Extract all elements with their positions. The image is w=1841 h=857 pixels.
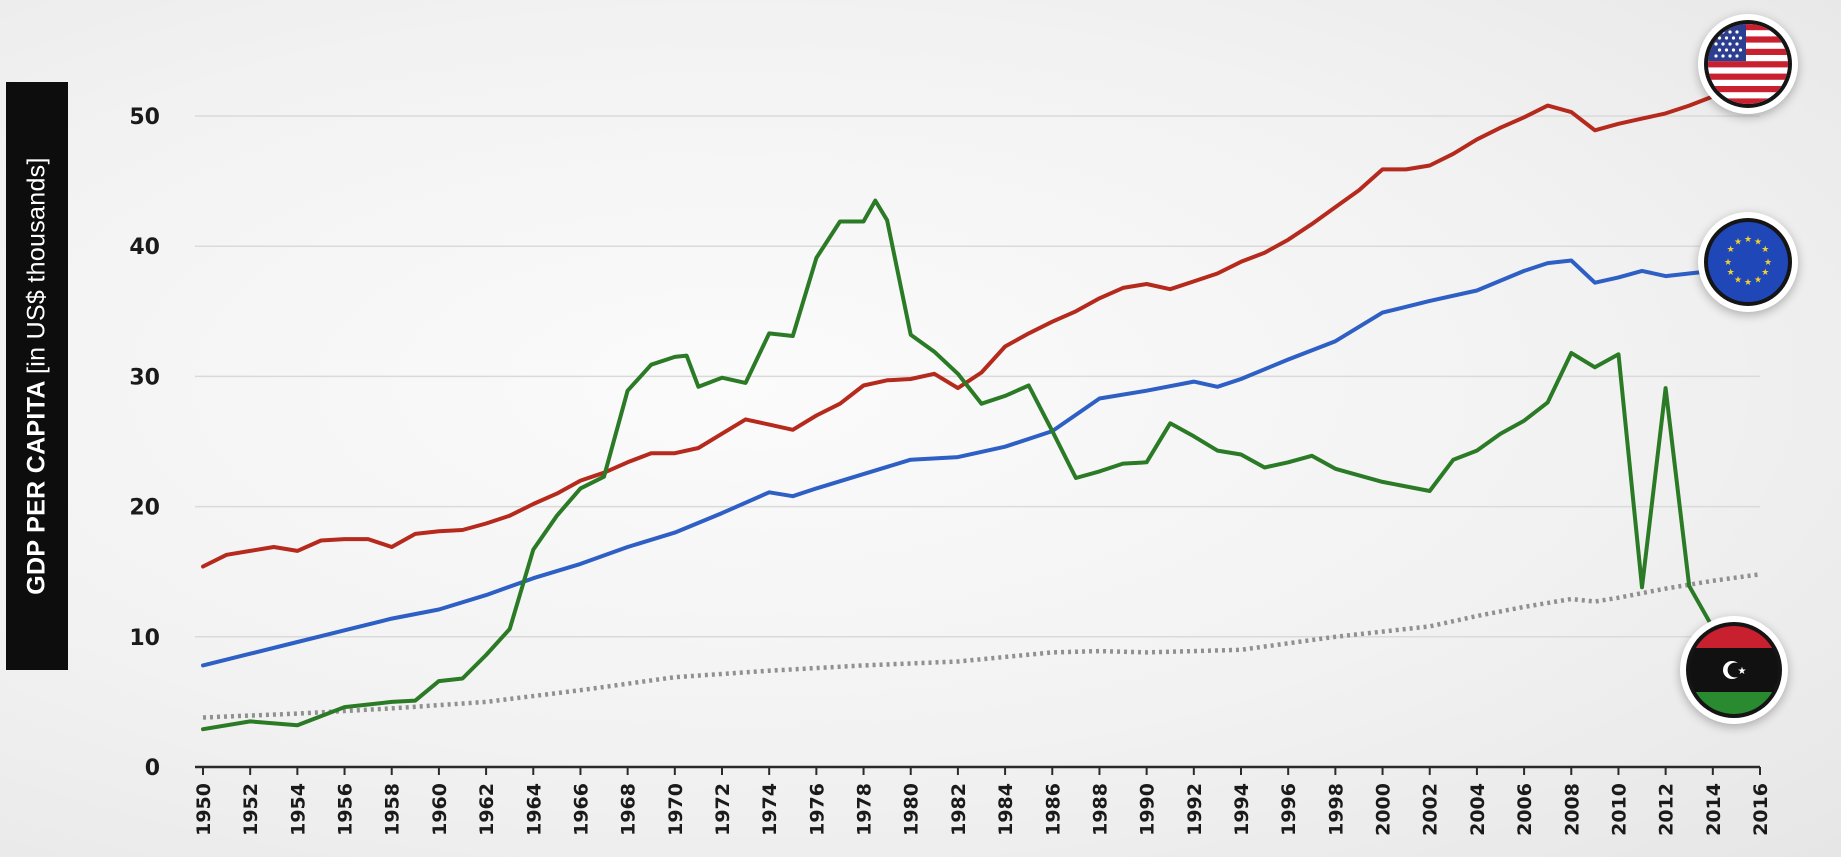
svg-text:★: ★ bbox=[1744, 278, 1752, 288]
svg-text:★: ★ bbox=[1761, 245, 1769, 255]
x-tick-label-1950: 1950 bbox=[193, 783, 215, 836]
svg-text:★: ★ bbox=[1761, 268, 1769, 278]
series-line-usa bbox=[201, 94, 1715, 569]
x-tick-label-2012: 2012 bbox=[1656, 783, 1678, 836]
series-line-libya bbox=[201, 198, 1715, 732]
svg-text:★: ★ bbox=[1734, 275, 1742, 285]
x-tick-label-1982: 1982 bbox=[948, 783, 970, 836]
svg-text:★: ★ bbox=[1727, 245, 1735, 255]
x-tick-label-1958: 1958 bbox=[382, 783, 404, 836]
x-tick-label-2016: 2016 bbox=[1750, 783, 1772, 836]
libya-flag-icon: ★ bbox=[1680, 616, 1788, 724]
y-tick-label-30: 30 bbox=[129, 365, 160, 390]
x-tick-label-2008: 2008 bbox=[1561, 783, 1583, 836]
y-tick-label-20: 20 bbox=[129, 496, 160, 521]
x-tick-label-1984: 1984 bbox=[995, 783, 1017, 836]
x-tick-label-2000: 2000 bbox=[1373, 783, 1395, 836]
y-tick-label-50: 50 bbox=[129, 105, 160, 130]
series-line-world bbox=[202, 572, 1761, 720]
x-tick-label-1954: 1954 bbox=[287, 783, 309, 836]
series-line-eu bbox=[201, 258, 1739, 668]
svg-text:★: ★ bbox=[1744, 235, 1752, 245]
x-tick-label-1978: 1978 bbox=[854, 783, 876, 836]
x-tick-label-1964: 1964 bbox=[523, 783, 545, 836]
x-tick-label-1952: 1952 bbox=[240, 783, 262, 836]
svg-text:★: ★ bbox=[1764, 258, 1772, 268]
x-tick-label-1988: 1988 bbox=[1089, 783, 1111, 836]
x-tick-label-1956: 1956 bbox=[335, 783, 357, 836]
x-tick-label-1994: 1994 bbox=[1231, 783, 1253, 836]
x-tick-label-1970: 1970 bbox=[665, 783, 687, 836]
x-tick-label-1960: 1960 bbox=[429, 783, 451, 836]
usa-flag-icon bbox=[1698, 14, 1798, 114]
x-tick-label-2010: 2010 bbox=[1608, 783, 1630, 836]
x-tick-label-2004: 2004 bbox=[1467, 783, 1489, 836]
x-tick-label-2014: 2014 bbox=[1703, 783, 1725, 836]
x-tick-label-1972: 1972 bbox=[712, 783, 734, 836]
svg-text:★: ★ bbox=[1754, 238, 1762, 248]
x-tick-label-1976: 1976 bbox=[806, 783, 828, 836]
x-tick-label-1966: 1966 bbox=[570, 783, 592, 836]
eu-flag-icon: ★ ★ ★ ★ ★ ★ ★ ★ ★ ★ ★ ★ bbox=[1698, 212, 1798, 312]
svg-text:★: ★ bbox=[1724, 258, 1732, 268]
svg-text:★: ★ bbox=[1727, 268, 1735, 278]
svg-text:★: ★ bbox=[1754, 275, 1762, 285]
y-tick-label-0: 0 bbox=[145, 756, 160, 781]
svg-text:★: ★ bbox=[1738, 666, 1747, 677]
x-tick-label-1986: 1986 bbox=[1042, 783, 1064, 836]
x-tick-label-2006: 2006 bbox=[1514, 783, 1536, 836]
x-tick-label-1992: 1992 bbox=[1184, 783, 1206, 836]
y-tick-label-40: 40 bbox=[129, 235, 160, 260]
x-tick-label-1996: 1996 bbox=[1278, 783, 1300, 836]
y-tick-label-10: 10 bbox=[129, 626, 160, 651]
x-tick-label-1998: 1998 bbox=[1325, 783, 1347, 836]
x-tick-label-1962: 1962 bbox=[476, 783, 498, 836]
x-tick-label-1990: 1990 bbox=[1137, 783, 1159, 836]
x-tick-label-1968: 1968 bbox=[618, 783, 640, 836]
x-tick-label-1980: 1980 bbox=[901, 783, 923, 836]
svg-text:★: ★ bbox=[1734, 238, 1742, 248]
y-axis-label-box bbox=[6, 82, 68, 670]
x-tick-label-1974: 1974 bbox=[759, 783, 781, 836]
x-tick-label-2002: 2002 bbox=[1420, 783, 1442, 836]
